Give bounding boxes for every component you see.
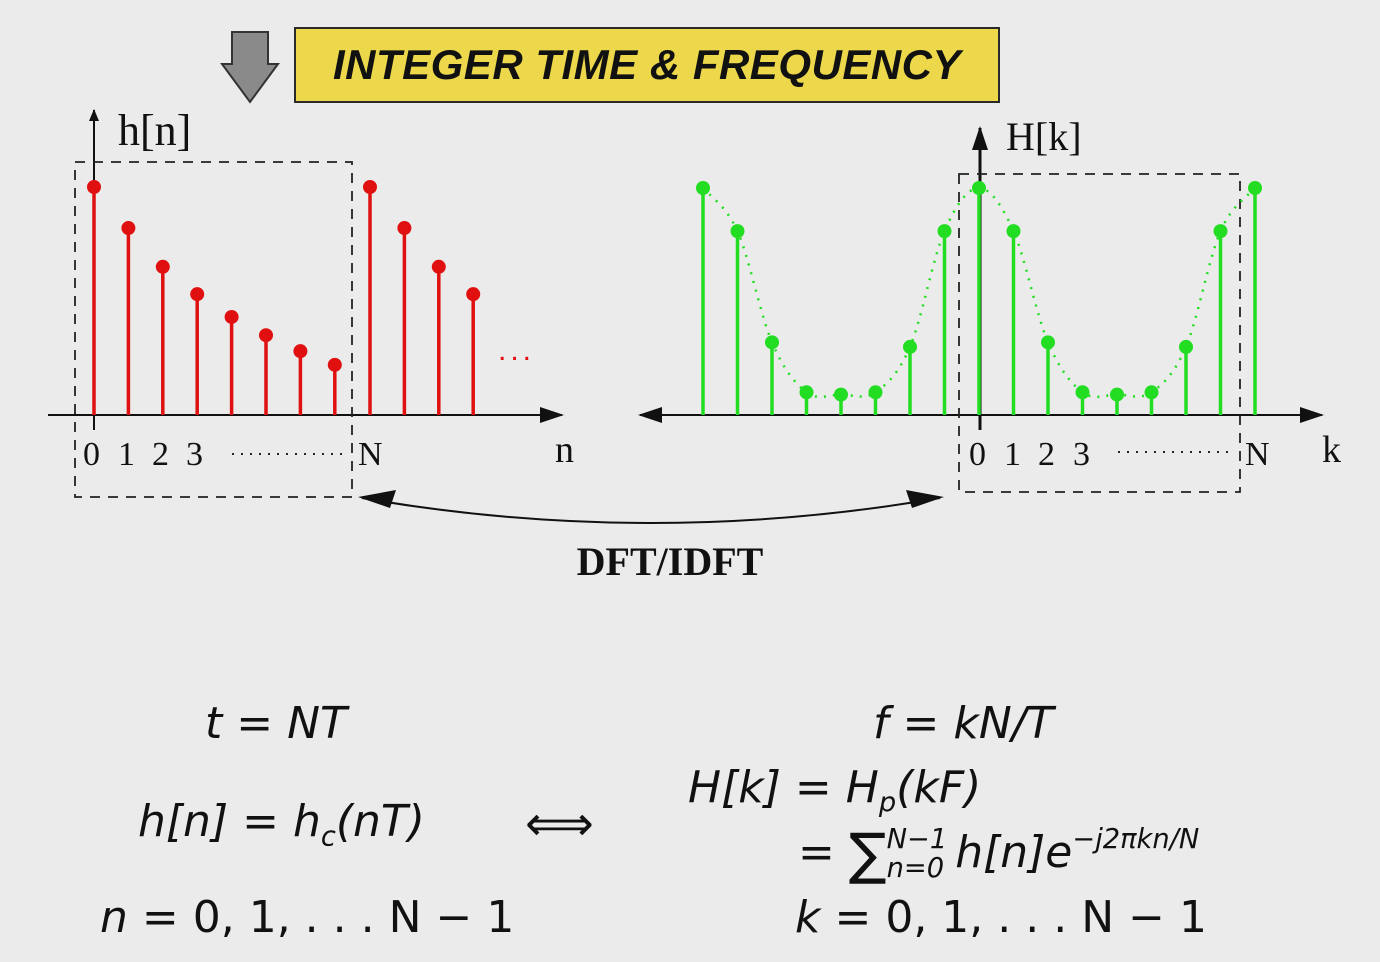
right-stem-6 xyxy=(903,339,917,415)
dft-arrowhead-left xyxy=(358,490,396,508)
left-repeat-stem-1 xyxy=(397,221,412,415)
title-banner: INTEGER TIME & FREQUENCY xyxy=(294,27,1000,103)
left-tick-3: 3 xyxy=(186,436,203,473)
right-tick-2: 2 xyxy=(1038,436,1055,473)
right-stem-8 xyxy=(972,181,986,415)
right-stem-1 xyxy=(730,224,745,415)
banner-title: INTEGER TIME & FREQUENCY xyxy=(332,41,962,88)
eq-left-1-rhs: NT xyxy=(287,698,347,749)
sum-body: h[n]e xyxy=(955,827,1073,878)
sum-limits: N−1 n=0 xyxy=(887,826,948,883)
transform-label: DFT/IDFT xyxy=(577,539,764,584)
right-tick-N: N xyxy=(1245,436,1270,473)
eq-right-4-rhs: 0, 1, . . . N − 1 xyxy=(885,892,1207,943)
eq-left-2: h[n] = hc(nT) xyxy=(138,796,425,853)
eq-right-2-sub: p xyxy=(878,787,897,819)
left-tick-N: N xyxy=(358,436,383,473)
right-stem-2 xyxy=(765,335,779,415)
eq-left-3: n = 0, 1, . . . N − 1 xyxy=(100,892,515,943)
left-xlabel: n xyxy=(555,429,574,471)
eq-left-2-rhs: h xyxy=(292,796,321,847)
eq-left-2-rest: (nT) xyxy=(335,796,425,847)
right-stem-7 xyxy=(937,224,952,415)
iff-symbol: ⟺ xyxy=(525,796,594,852)
sum-upper: N−1 xyxy=(886,824,948,856)
eq-left-2-sub: c xyxy=(320,821,336,853)
sum-lower: n=0 xyxy=(886,853,945,884)
right-stem-10 xyxy=(1041,335,1055,415)
dft-arrowhead-right xyxy=(906,490,944,508)
right-stem-5 xyxy=(868,385,883,415)
right-stem-0 xyxy=(696,181,710,415)
eq-right-2-rhs: H xyxy=(845,762,879,813)
eq-left-1: t = NT xyxy=(205,698,347,749)
right-stem-12 xyxy=(1110,387,1124,415)
right-stem-13 xyxy=(1144,385,1159,415)
eq-right-1-rhs: kN/T xyxy=(953,698,1054,749)
right-tick-1: 1 xyxy=(1004,436,1021,473)
right-stem-4 xyxy=(834,387,848,415)
left-stem-6 xyxy=(293,344,308,415)
eq-left-3-lhs: n xyxy=(100,892,128,943)
left-tick-2: 2 xyxy=(152,436,169,473)
dft-double-arrow xyxy=(361,497,941,524)
right-ylabel: H[k] xyxy=(1006,114,1082,159)
eq-left-3-rhs: 0, 1, . . . N − 1 xyxy=(192,892,515,943)
right-stem-16 xyxy=(1248,181,1262,415)
right-stem-14 xyxy=(1179,339,1193,415)
right-stem-3 xyxy=(799,385,814,415)
eq-right-3: = ∑ N−1 n=0 h[n]e−j2πkn/N xyxy=(798,822,1200,887)
right-stem-15 xyxy=(1213,224,1228,415)
left-repeat-stem-0 xyxy=(363,180,377,415)
left-ellipsis: ... xyxy=(498,334,535,367)
eq-right-2-lhs: H[k] xyxy=(688,762,781,813)
left-ylabel: h[n] xyxy=(118,106,191,155)
left-stem-1 xyxy=(121,221,136,415)
left-stem-5 xyxy=(259,328,273,415)
right-period-box xyxy=(958,173,1241,493)
eq-right-2: H[k] = Hp(kF) xyxy=(688,762,982,819)
sum-exponent: −j2πkn/N xyxy=(1072,823,1200,855)
eq-right-4: k = 0, 1, . . . N − 1 xyxy=(795,892,1207,943)
right-tick-0: 0 xyxy=(969,436,986,473)
left-stem-3 xyxy=(190,287,205,415)
left-repeat-stem-3 xyxy=(466,287,481,415)
eq-right-4-lhs: k xyxy=(795,892,821,943)
left-period-box xyxy=(74,161,353,498)
right-tick-3: 3 xyxy=(1073,436,1090,473)
left-tick-1: 1 xyxy=(118,436,135,473)
left-repeat-stem-2 xyxy=(431,259,446,415)
left-stem-4 xyxy=(224,309,239,415)
sum-icon: ∑ xyxy=(848,822,887,887)
right-stem-11 xyxy=(1075,385,1090,415)
eq-right-1: f = kN/T xyxy=(873,698,1054,749)
down-arrow-icon xyxy=(220,31,280,104)
left-tick-0: 0 xyxy=(83,436,100,473)
eq-left-2-lhs: h[n] xyxy=(138,796,229,847)
eq-left-1-lhs: t xyxy=(205,698,223,749)
right-stem-9 xyxy=(1006,224,1021,415)
left-stem-0 xyxy=(87,180,101,415)
left-stem-7 xyxy=(327,357,342,415)
eq-right-1-lhs: f xyxy=(873,698,889,749)
left-stem-2 xyxy=(155,259,170,415)
eq-right-2-rest: (kF) xyxy=(896,762,982,813)
right-xlabel: k xyxy=(1322,429,1341,471)
